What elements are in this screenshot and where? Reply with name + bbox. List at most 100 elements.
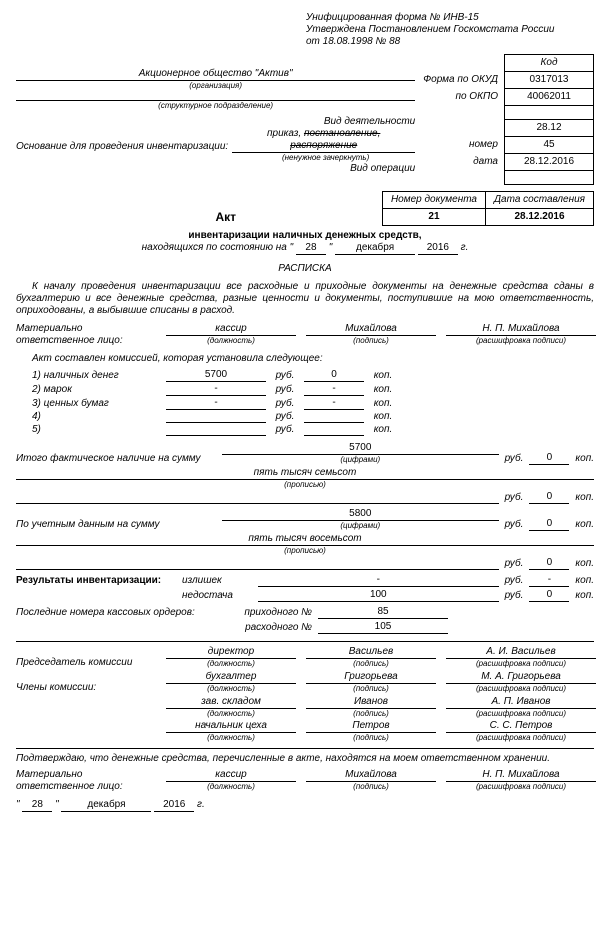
confirm-signature: Михайлова: [306, 769, 436, 782]
rub-unit: руб.: [270, 411, 300, 423]
orders-label: Последние номера кассовых ордеров:: [16, 607, 216, 619]
commission-intro: Акт составлен комиссией, которая установ…: [16, 353, 594, 365]
m3-signature: Петров: [306, 720, 436, 733]
book-total-words: пять тысяч восемьсот: [16, 533, 594, 546]
receipt-text: К началу проведения инвентаризации все р…: [16, 281, 594, 317]
row5-label: 5): [32, 424, 162, 436]
surplus-kop: -: [529, 574, 569, 587]
chair-name: А. И. Васильев: [446, 646, 596, 659]
caption: (расшифровка подписи): [446, 336, 596, 346]
operation-code-cell: [504, 171, 594, 185]
caption: (подпись): [306, 709, 436, 719]
caption: (должность): [166, 709, 296, 719]
fact-total-words: пять тысяч семьсот: [16, 467, 594, 480]
row1-label: 1) наличных денег: [32, 370, 162, 382]
title-line1: инвентаризации наличных денежных средств…: [16, 230, 594, 242]
caption: (подпись): [306, 782, 436, 792]
row4-label: 4): [32, 411, 162, 423]
kop-unit: коп.: [575, 558, 594, 570]
shortage-kop: 0: [529, 589, 569, 602]
kop-unit: коп.: [575, 575, 594, 587]
expense-order-num: 105: [318, 621, 448, 634]
mol-label: Материально ответственное лицо:: [16, 323, 156, 347]
form-header-line: Утверждена Постановлением Госкомстата Ро…: [306, 24, 594, 36]
kop-unit: коп.: [368, 384, 398, 396]
members-label: Члены комиссии:: [16, 682, 156, 694]
title-line2-pre: находящихся по состоянию на ": [142, 242, 294, 253]
confirm-text: Подтверждаю, что денежные средства, пере…: [16, 753, 594, 765]
title-month: декабря: [335, 242, 415, 255]
rub-unit: руб.: [270, 384, 300, 396]
caption: (должность): [166, 684, 296, 694]
subdivision-field: [16, 91, 415, 101]
code-header: Код: [504, 54, 594, 72]
caption: (расшифровка подписи): [446, 733, 596, 743]
doc-num: 21: [382, 209, 485, 226]
row2-rub: -: [166, 383, 266, 396]
raspiska-heading: РАСПИСКА: [16, 263, 594, 275]
operation-type-label: Вид операции: [16, 163, 415, 175]
kop-unit: коп.: [368, 370, 398, 382]
fact-num-caption: (цифрами): [222, 455, 499, 465]
m1-signature: Григорьева: [306, 671, 436, 684]
rub-unit: руб.: [505, 453, 524, 465]
rub-unit: руб.: [505, 575, 524, 587]
blank-rub2: 0: [529, 557, 569, 570]
footer-year-suffix: г.: [197, 799, 205, 810]
m2-name: А. П. Иванов: [446, 696, 596, 709]
footer-month: декабря: [61, 799, 151, 812]
words-caption: (прописью): [16, 480, 594, 490]
activity-code: 28.12: [504, 120, 594, 137]
shortage-rub: 100: [258, 589, 499, 602]
form-header-line: Унифицированная форма № ИНВ-15: [306, 12, 594, 24]
caption: (подпись): [306, 659, 436, 669]
rub-unit: руб.: [505, 590, 524, 602]
row1-rub: 5700: [166, 369, 266, 382]
okud-value: 0317013: [504, 72, 594, 89]
surplus-label: излишек: [182, 575, 252, 587]
caption: (подпись): [306, 336, 436, 346]
blank-line: [16, 494, 499, 504]
activity-type-label: Вид деятельности: [16, 116, 415, 128]
title-year: 2016: [418, 242, 458, 255]
row2-label: 2) марок: [32, 384, 162, 396]
form-header-line: от 18.08.1998 № 88: [306, 36, 594, 48]
number-value: 45: [504, 137, 594, 154]
kop-unit: коп.: [575, 519, 594, 531]
doc-date-header: Дата составления: [486, 192, 594, 209]
row1-kop: 0: [304, 369, 364, 382]
mol-position: кассир: [166, 323, 296, 336]
org-name: Акционерное общество "Актив": [16, 68, 415, 81]
mol-name: Н. П. Михайлова: [446, 323, 596, 336]
number-label: номер: [423, 137, 504, 154]
rub-unit: руб.: [270, 370, 300, 382]
kop-unit: коп.: [575, 590, 594, 602]
fact-total-label: Итого фактическое наличие на сумму: [16, 453, 216, 465]
row2-kop: -: [304, 383, 364, 396]
doc-num-header: Номер документа: [382, 192, 485, 209]
row3-rub: -: [166, 397, 266, 410]
surplus-rub: -: [258, 574, 499, 587]
shortage-label: недостача: [182, 590, 252, 602]
m1-position: бухгалтер: [166, 671, 296, 684]
caption: (должность): [166, 336, 296, 346]
subdivision-caption: (структурное подразделение): [16, 101, 415, 111]
row3-label: 3) ценных бумаг: [32, 398, 162, 410]
okpo-label: по ОКПО: [423, 89, 504, 106]
footer-year: 2016: [154, 799, 194, 812]
chair-position: директор: [166, 646, 296, 659]
basis-label: Основание для проведения инвентаризации:: [16, 141, 228, 153]
rub-unit: руб.: [270, 398, 300, 410]
kop-unit: коп.: [575, 492, 594, 504]
fact-rub-frac: 0: [529, 452, 569, 465]
date-label: дата: [423, 154, 504, 171]
empty-code-cell: [504, 106, 594, 120]
basis-caption: (ненужное зачеркнуть): [236, 153, 415, 163]
rub-unit: руб.: [505, 558, 524, 570]
blank-line2: [16, 560, 499, 570]
expense-order-label: расходного №: [222, 622, 312, 634]
mol-label2: Материально ответственное лицо:: [16, 769, 156, 793]
row3-kop: -: [304, 397, 364, 410]
caption: (подпись): [306, 684, 436, 694]
row4-kop: [304, 422, 364, 423]
